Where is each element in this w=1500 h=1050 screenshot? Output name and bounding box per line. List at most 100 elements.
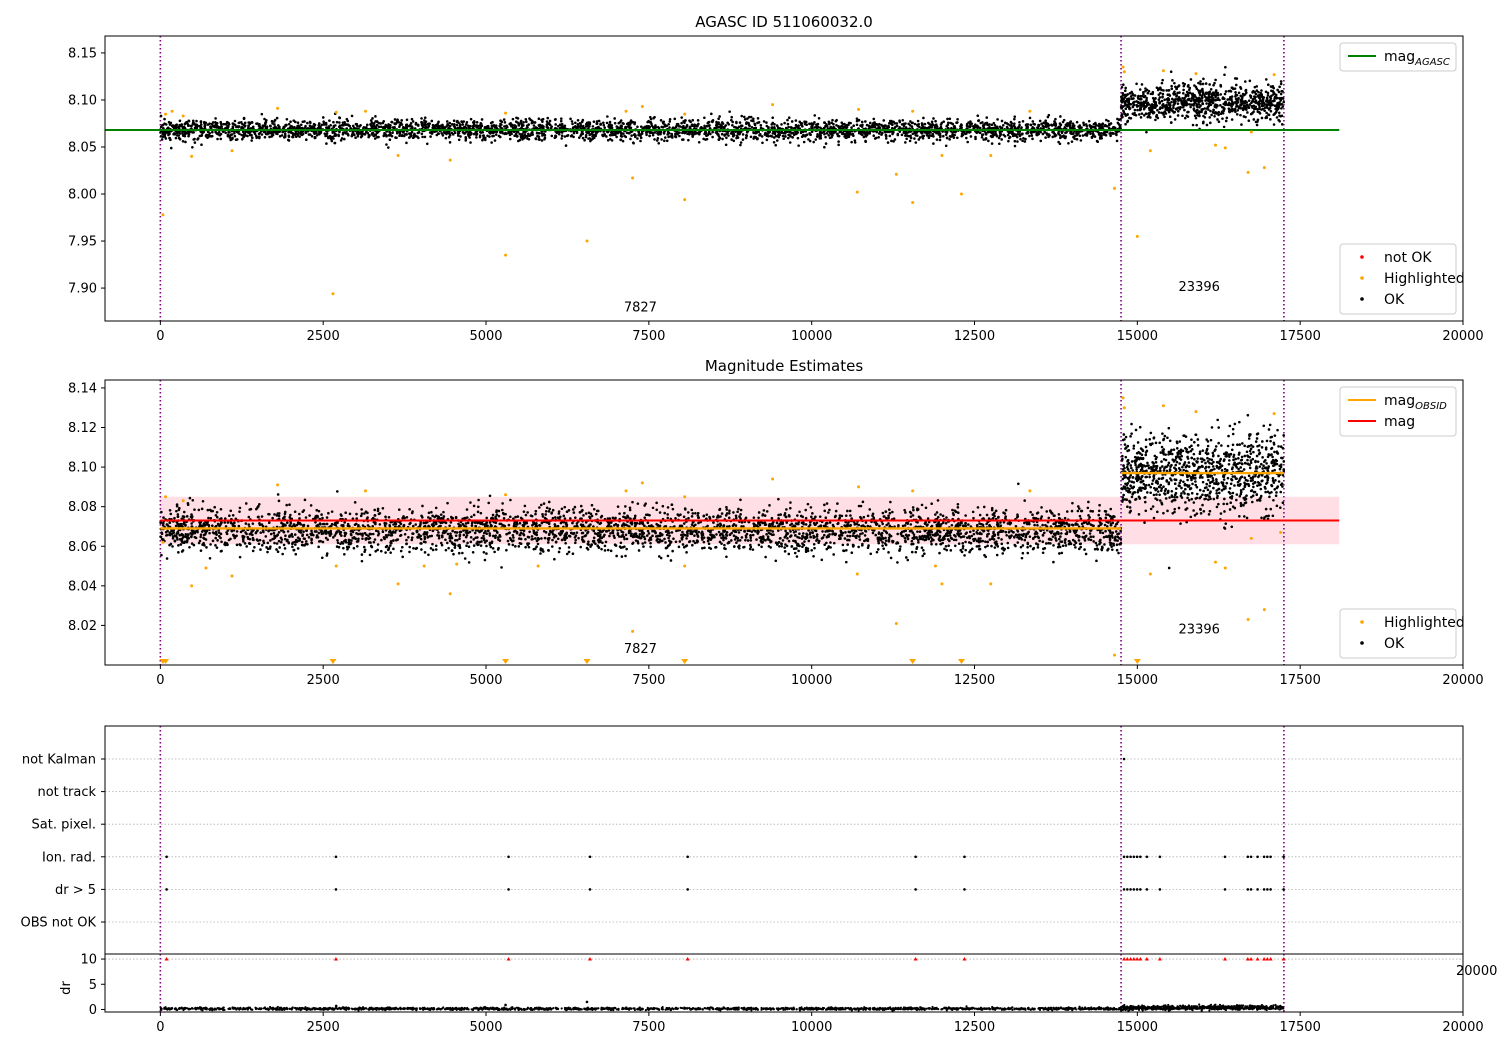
- agasc-ok-point: [1254, 95, 1257, 99]
- agasc-ok-point: [1195, 102, 1199, 106]
- agasc-highlighted-point: [1122, 70, 1126, 74]
- agasc-ok-point: [1035, 133, 1038, 136]
- agasc-ok-point: [1229, 102, 1233, 106]
- agasc-ok-point: [365, 123, 369, 127]
- agasc-ok-point: [837, 143, 840, 147]
- agasc-ok-point: [1239, 94, 1243, 98]
- agasc-ok-point: [823, 132, 826, 136]
- agasc-ok-point: [622, 122, 625, 126]
- agasc-ok-point: [1224, 65, 1227, 69]
- agasc-ok-point: [264, 132, 268, 136]
- agasc-ok-point: [717, 138, 721, 141]
- agasc-ok-point: [168, 132, 171, 136]
- agasc-ok-point: [1167, 107, 1171, 111]
- agasc-ok-point: [242, 116, 246, 120]
- agasc-ok-point: [300, 133, 304, 137]
- agasc-ok-point: [258, 136, 261, 140]
- agasc-ok-point: [559, 119, 563, 123]
- agasc-ok-point: [752, 119, 755, 123]
- agasc-ok-point: [445, 132, 448, 136]
- agasc-ok-point: [799, 122, 803, 125]
- agasc-ok-point: [946, 117, 949, 121]
- agasc-ok-point: [1085, 124, 1089, 128]
- agasc-ok-point: [1224, 119, 1228, 123]
- agasc-ok-point: [178, 119, 182, 123]
- agasc-ok-point: [478, 124, 481, 127]
- agasc-ok-point: [211, 130, 214, 134]
- agasc-ok-point: [1075, 120, 1079, 124]
- agasc-ok-point: [1146, 91, 1150, 95]
- agasc-ok-point: [231, 136, 234, 140]
- agasc-ok-point: [968, 122, 972, 126]
- agasc-ok-point: [765, 134, 769, 137]
- estimates-ok-point: [1044, 542, 1048, 545]
- agasc-ok-point: [200, 143, 203, 146]
- agasc-ok-point: [543, 134, 547, 137]
- estimates-ok-point: [348, 512, 352, 516]
- agasc-ok-point: [409, 133, 413, 137]
- agasc-ok-point: [571, 122, 574, 126]
- agasc-ok-point: [576, 125, 579, 129]
- agasc-ok-point: [1040, 122, 1043, 126]
- agasc-ok-point: [1079, 139, 1083, 142]
- agasc-ok-point: [1257, 90, 1260, 94]
- agasc-ok-point: [546, 126, 550, 130]
- agasc-ok-point: [1072, 131, 1075, 135]
- agasc-ok-point: [632, 141, 635, 145]
- agasc-ok-point: [1267, 113, 1271, 117]
- agasc-ok-point: [1054, 134, 1058, 137]
- agasc-ok-point: [304, 138, 308, 142]
- agasc-ok-point: [1189, 99, 1193, 103]
- agasc-ok-point: [1204, 111, 1208, 115]
- agasc-highlighted-point: [190, 154, 194, 158]
- agasc-ok-point: [725, 136, 728, 140]
- agasc-ok-point: [1249, 95, 1253, 98]
- agasc-ok-point: [416, 131, 420, 135]
- agasc-ok-point: [210, 122, 214, 126]
- agasc-highlighted-point: [170, 109, 174, 113]
- agasc-ok-point: [1105, 130, 1109, 134]
- agasc-ok-point: [1199, 80, 1202, 83]
- agasc-ok-point: [416, 124, 420, 127]
- agasc-ok-point: [540, 131, 543, 135]
- agasc-ok-point: [1240, 123, 1243, 126]
- agasc-ok-point: [359, 131, 362, 134]
- agasc-ok-point: [1181, 96, 1184, 100]
- agasc-ok-point: [1205, 123, 1209, 127]
- agasc-ok-point: [739, 141, 743, 144]
- agasc-ok-point: [1281, 97, 1285, 100]
- agasc-ok-point: [1263, 106, 1267, 109]
- agasc-ok-point: [1235, 99, 1239, 103]
- agasc-ok-point: [338, 124, 342, 127]
- agasc-ok-point: [480, 124, 484, 128]
- agasc-ok-point: [789, 135, 792, 138]
- agasc-ok-point: [494, 124, 498, 127]
- agasc-ok-point: [579, 134, 582, 137]
- estimates-ok-point: [384, 515, 387, 519]
- agasc-ok-point: [585, 131, 589, 135]
- agasc-ok-point: [1278, 119, 1281, 123]
- agasc-ok-point: [330, 139, 334, 143]
- agasc-ok-point: [199, 120, 203, 124]
- agasc-ok-point: [1097, 122, 1101, 126]
- estimates-ok-point: [825, 502, 829, 505]
- agasc-ok-point: [639, 125, 643, 128]
- agasc-ok-point: [1008, 131, 1012, 134]
- agasc-ok-point: [410, 117, 414, 121]
- agasc-ok-point: [646, 120, 649, 124]
- agasc-ok-point: [1269, 85, 1273, 88]
- agasc-ok-point: [1277, 111, 1281, 115]
- agasc-ok-point: [448, 133, 452, 136]
- agasc-ok-point: [263, 121, 267, 125]
- agasc-ok-point: [328, 119, 331, 122]
- agasc-ok-point: [1170, 84, 1173, 88]
- agasc-ok-point: [163, 117, 166, 121]
- agasc-frame: [104, 35, 1464, 322]
- agasc-ok-point: [325, 132, 329, 135]
- agasc-ok-point: [754, 126, 758, 130]
- agasc-ok-point: [930, 120, 934, 124]
- agasc-ok-point: [580, 120, 584, 124]
- agasc-highlighted-point: [1246, 170, 1250, 174]
- agasc-ok-point: [1064, 131, 1067, 134]
